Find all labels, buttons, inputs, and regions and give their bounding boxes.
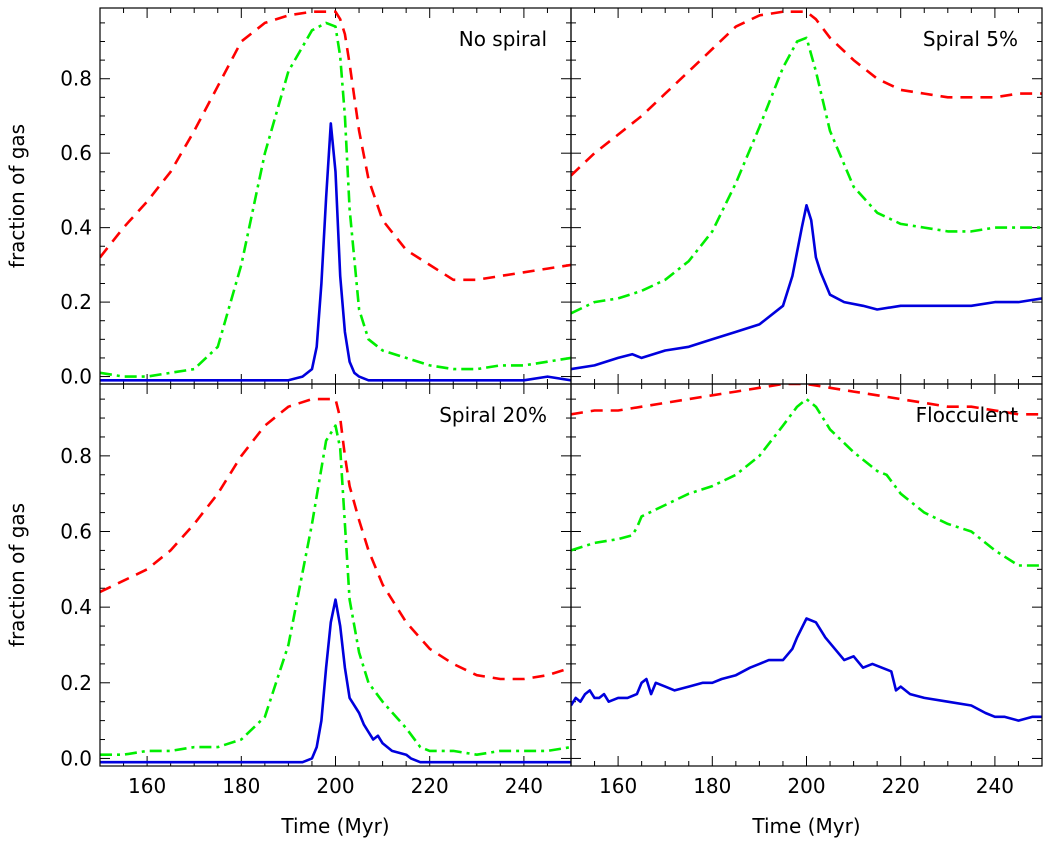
panel-frame	[570, 383, 1043, 767]
series-line-1	[571, 10, 1042, 177]
series-line-2	[100, 21, 571, 378]
y-tick-label: 0.0	[60, 746, 92, 770]
x-tick-label: 240	[505, 774, 543, 798]
x-tick-label: 160	[128, 774, 166, 798]
panel-1: 0.0 0.2 0.4 0.6 0.8 fraction of gas No spiral	[5, 7, 572, 389]
panel-label: Spiral 20%	[439, 403, 547, 427]
x-tick-label: 200	[316, 774, 354, 798]
series-line-3	[100, 598, 571, 764]
x-tick-label: 180	[222, 774, 260, 798]
series-line-2	[571, 397, 1042, 567]
series-line-2	[100, 424, 571, 756]
x-tick-label: 220	[411, 774, 449, 798]
series-line-3	[571, 204, 1042, 371]
y-tick-label: 0.4	[60, 216, 92, 240]
panel-4: 160 180 200 220 240 Time (Myr) Flocculent	[570, 383, 1043, 838]
y-axis-title: fraction of gas	[5, 503, 29, 647]
series-line-1	[100, 397, 571, 681]
y-tick-label: 0.2	[60, 671, 92, 695]
x-axis-title: Time (Myr)	[280, 814, 389, 838]
y-axis-title: fraction of gas	[5, 124, 29, 268]
panel-frame	[99, 383, 572, 767]
panel-frame	[570, 7, 1043, 385]
y-tick-label: 0.2	[60, 290, 92, 314]
series-line-1	[100, 10, 571, 282]
x-tick-label: 220	[882, 774, 920, 798]
x-tick-label: 160	[599, 774, 637, 798]
y-tick-label: 0.8	[60, 444, 92, 468]
series-line-2	[571, 36, 1042, 315]
panel-label: No spiral	[459, 27, 547, 51]
panel-label: Flocculent	[916, 403, 1019, 427]
panel-label: Spiral 5%	[923, 27, 1018, 51]
y-tick-label: 0.6	[60, 520, 92, 544]
x-tick-label: 200	[787, 774, 825, 798]
x-axis-title: Time (Myr)	[751, 814, 860, 838]
series-line-3	[100, 122, 571, 382]
series-line-3	[571, 617, 1042, 722]
x-tick-label: 240	[976, 774, 1014, 798]
y-tick-label: 0.4	[60, 595, 92, 619]
y-tick-label: 0.8	[60, 67, 92, 91]
panel-3: 0.0 0.2 0.4 0.6 0.8 160 180 200 220 240 Time (Myr)…	[5, 383, 572, 838]
panel-2: Spiral 5%	[570, 7, 1043, 385]
y-tick-label: 0.0	[60, 365, 92, 389]
y-tick-label: 0.6	[60, 141, 92, 165]
x-tick-label: 180	[693, 774, 731, 798]
